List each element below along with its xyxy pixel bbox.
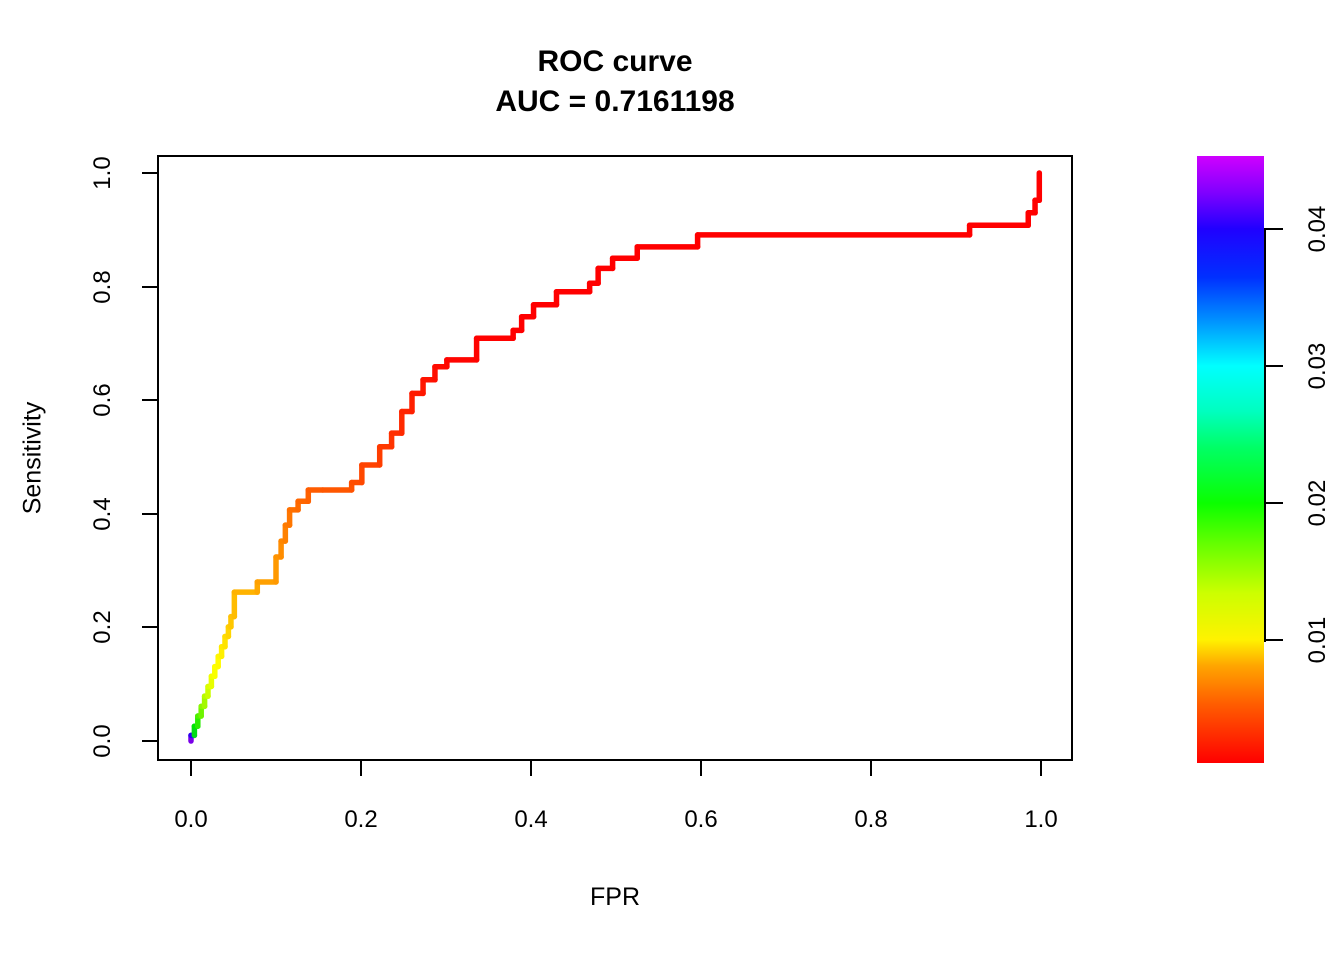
x-tick-label: 1.0 [1024, 806, 1058, 833]
x-tick-label: 0.6 [684, 806, 718, 833]
y-tick-mark [142, 285, 157, 288]
x-tick-mark [530, 761, 532, 776]
x-tick-label: 0.8 [854, 806, 888, 833]
x-axis-title: FPR [590, 883, 640, 911]
x-tick-mark [1040, 761, 1042, 776]
y-tick-mark [142, 512, 157, 515]
chart-subtitle-auc: AUC = 0.7161198 [495, 85, 735, 118]
colorbar-axis-line [1264, 228, 1266, 642]
x-tick-label: 0.2 [344, 806, 378, 833]
x-tick-mark [190, 761, 192, 776]
x-tick-mark [700, 761, 702, 776]
x-tick-label: 0.4 [514, 806, 548, 833]
y-tick-mark [142, 399, 157, 402]
y-tick-mark [142, 740, 157, 742]
colorbar-gradient [1197, 156, 1264, 763]
colorbar-tick-mark [1264, 227, 1283, 230]
colorbar-tick-mark [1264, 364, 1283, 367]
x-tick-label: 0.0 [174, 806, 208, 833]
chart-title: ROC curve [537, 45, 693, 78]
colorbar-tick-mark [1264, 501, 1283, 504]
y-tick-mark [142, 172, 157, 174]
x-tick-mark [870, 761, 872, 776]
x-tick-mark [360, 761, 362, 776]
colorbar-tick-mark [1264, 638, 1283, 641]
y-tick-mark [142, 626, 157, 629]
